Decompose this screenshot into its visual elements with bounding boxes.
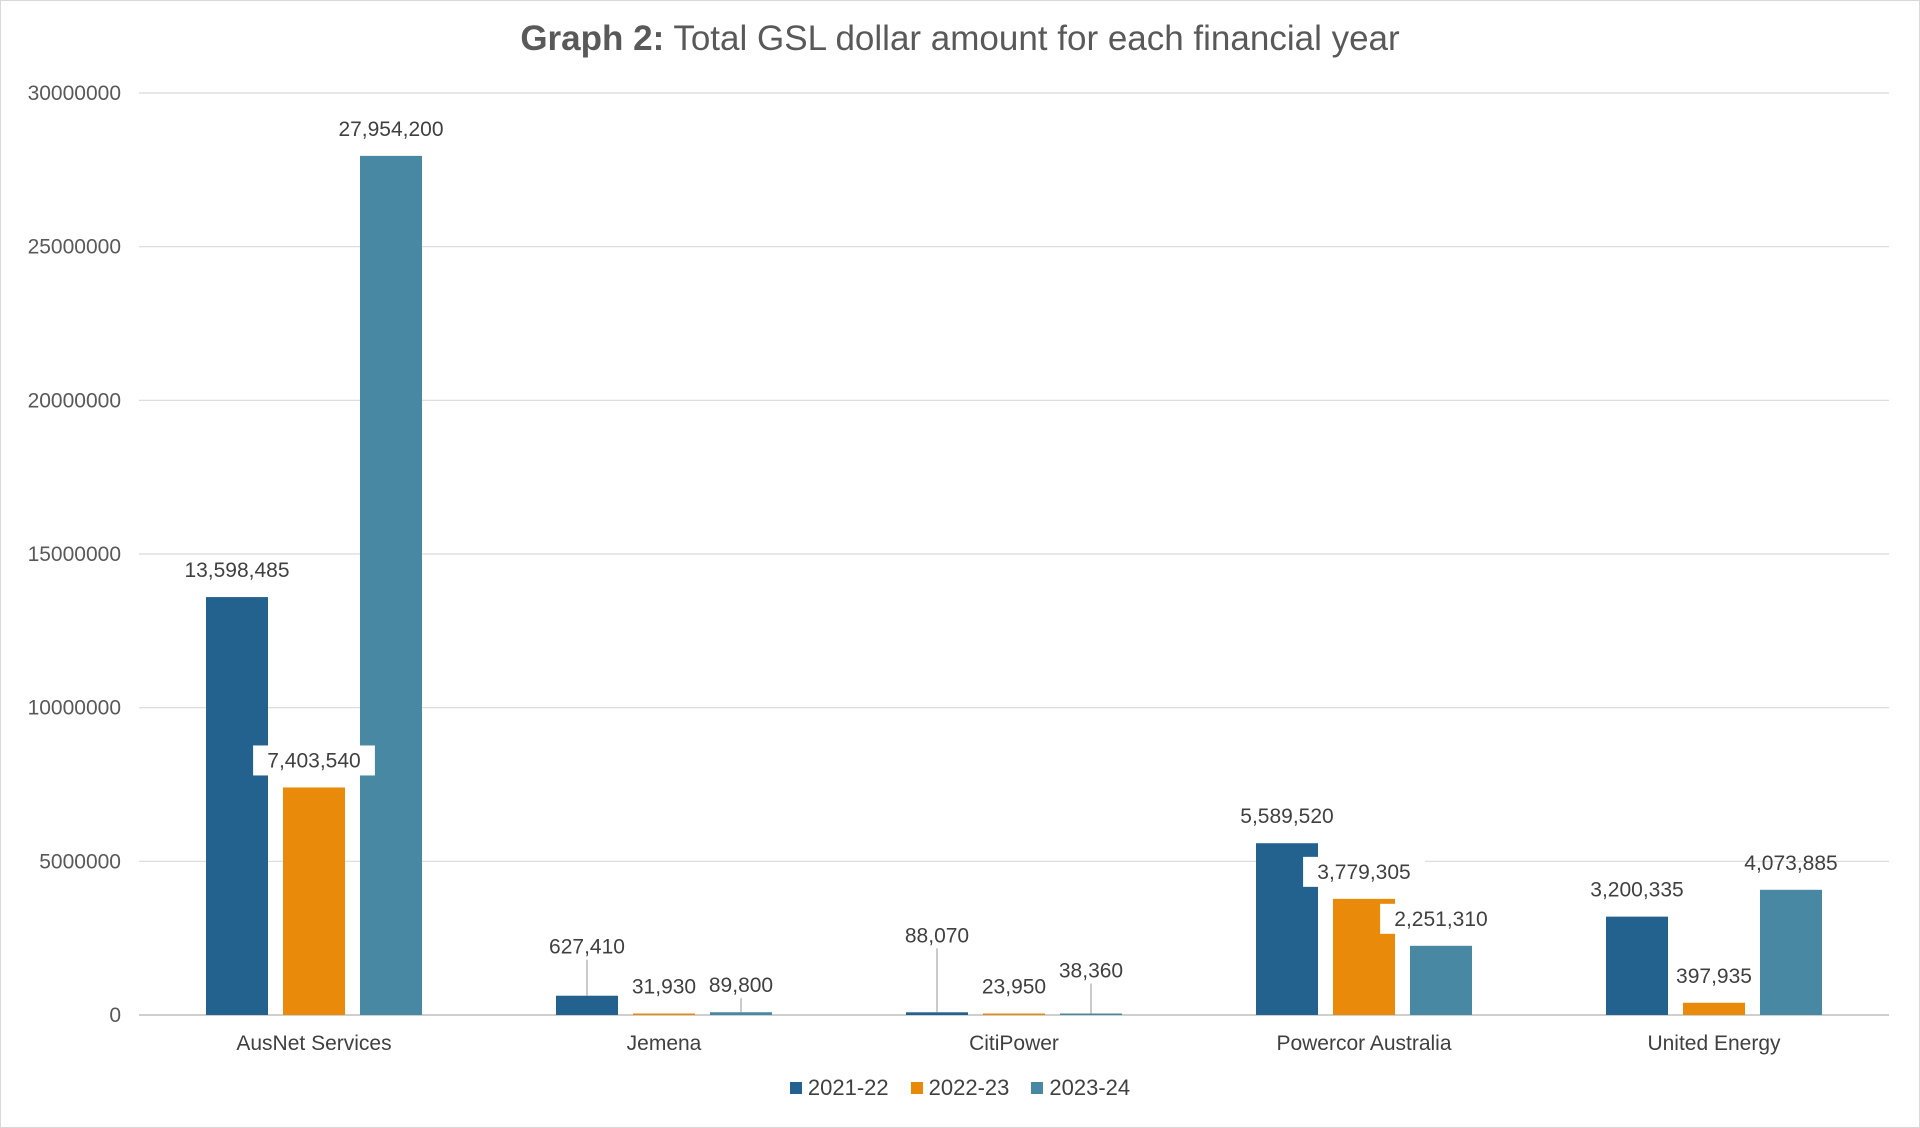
x-tick-label: Jemena <box>627 1032 702 1055</box>
bar-2023-24-3 <box>1410 945 1472 1015</box>
data-label: 31,930 <box>632 976 696 999</box>
x-tick-label: Powercor Australia <box>1276 1032 1451 1055</box>
data-label: 4,073,885 <box>1744 852 1837 875</box>
data-label: 5,589,520 <box>1240 805 1333 828</box>
bar-2021-22-1 <box>556 995 618 1015</box>
bar-2023-24-0 <box>360 155 422 1015</box>
bar-2021-22-2 <box>906 1012 968 1015</box>
legend-label: 2022-23 <box>928 1075 1010 1100</box>
bar-2022-23-0 <box>283 787 345 1015</box>
data-label: 23,950 <box>982 976 1046 999</box>
x-axis-ticks: AusNet Services Jemena CitiPower Powercor A… <box>236 1032 1781 1055</box>
data-label: 3,779,305 <box>1317 861 1410 884</box>
data-label: 13,598,485 <box>184 559 289 582</box>
data-label: 89,800 <box>709 974 773 997</box>
y-axis-ticks: 0 5000000 10000000 15000000 20000000 25000000… <box>28 82 121 1027</box>
y-tick-label: 30000000 <box>28 82 121 105</box>
chart-title-rest: Total GSL dollar amount for each financi… <box>664 19 1400 58</box>
data-label-background <box>1380 903 1502 934</box>
legend-item: 2021-22 <box>789 1075 889 1101</box>
x-tick-label: CitiPower <box>969 1032 1059 1055</box>
legend-swatch <box>910 1082 923 1094</box>
bars <box>206 155 1822 1015</box>
bar-2021-22-0 <box>206 597 268 1015</box>
data-labels: 13,598,485 7,403,540 27,954,200 627,410 31,9… <box>184 118 1837 999</box>
leader-lines <box>586 948 1092 1014</box>
bar-2022-23-1 <box>633 1013 695 1015</box>
data-label: 627,410 <box>549 936 625 959</box>
legend-label: 2023-24 <box>1049 1075 1131 1100</box>
legend-label: 2021-22 <box>807 1075 889 1100</box>
bar-2023-24-2 <box>1060 1013 1122 1015</box>
bar-2022-23-4 <box>1683 1002 1745 1015</box>
chart-title-bold: Graph 2: <box>520 19 665 58</box>
data-label: 2,251,310 <box>1394 908 1487 931</box>
legend-item: 2023-24 <box>1031 1075 1130 1101</box>
chart-title: Graph 2: Total GSL dollar amount for eac… <box>1 19 1919 59</box>
x-tick-label: AusNet Services <box>236 1032 391 1055</box>
legend-swatch <box>1031 1082 1044 1094</box>
x-tick-label: United Energy <box>1647 1032 1781 1055</box>
data-label-background <box>1303 856 1425 887</box>
bar-2023-24-1 <box>710 1012 772 1015</box>
data-label: 38,360 <box>1059 960 1123 983</box>
y-tick-label: 5000000 <box>39 850 121 873</box>
data-label: 397,935 <box>1676 965 1752 988</box>
bar-2021-22-4 <box>1606 916 1668 1015</box>
y-tick-label: 20000000 <box>28 389 121 412</box>
legend-item: 2022-23 <box>910 1075 1010 1101</box>
bar-2022-23-2 <box>983 1013 1045 1015</box>
y-tick-label: 25000000 <box>28 236 121 259</box>
data-label: 88,070 <box>905 924 969 947</box>
bar-2023-24-4 <box>1760 889 1822 1015</box>
data-label-background <box>253 745 375 776</box>
y-tick-label: 15000000 <box>28 543 121 566</box>
data-label: 27,954,200 <box>338 118 443 141</box>
y-tick-label: 0 <box>109 1004 121 1027</box>
data-label: 7,403,540 <box>267 749 360 772</box>
data-label: 3,200,335 <box>1590 879 1683 902</box>
legend-swatch <box>789 1082 802 1094</box>
y-tick-label: 10000000 <box>28 697 121 720</box>
legend: 2021-22 2022-23 2023-24 <box>1 1075 1919 1101</box>
